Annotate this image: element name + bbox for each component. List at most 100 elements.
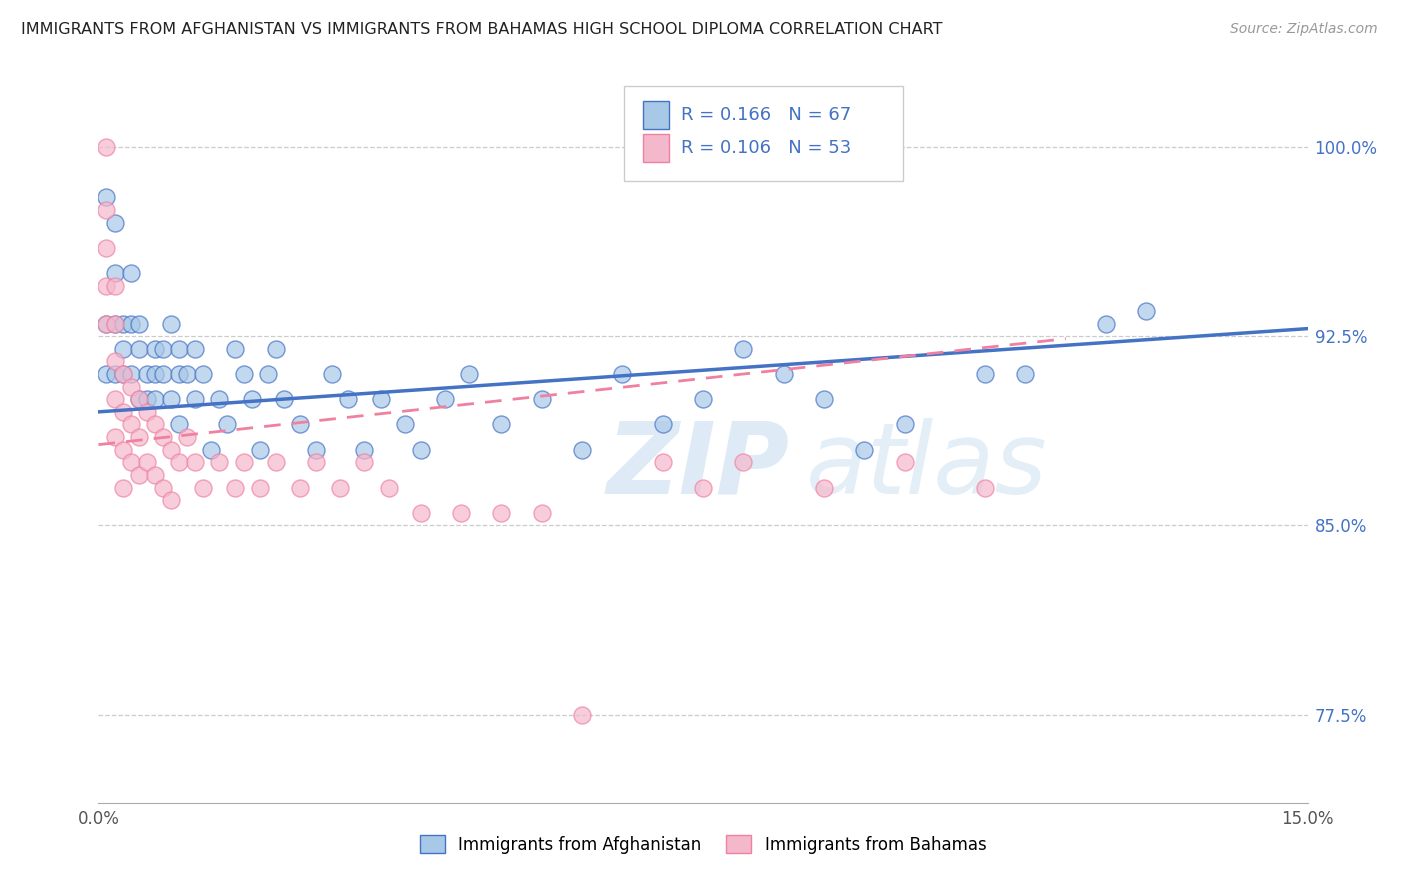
Point bbox=[120, 317, 142, 331]
Point bbox=[111, 367, 134, 381]
Point bbox=[96, 317, 118, 331]
Point bbox=[120, 379, 142, 393]
Point bbox=[184, 455, 207, 469]
Point bbox=[128, 467, 150, 482]
Point bbox=[321, 367, 343, 381]
Point bbox=[167, 417, 190, 432]
Point bbox=[232, 367, 254, 381]
Point bbox=[152, 342, 174, 356]
Point bbox=[692, 392, 714, 407]
Point bbox=[409, 506, 432, 520]
Point bbox=[176, 367, 198, 381]
Point bbox=[394, 417, 416, 432]
Point bbox=[160, 493, 183, 508]
Point bbox=[530, 506, 553, 520]
Point bbox=[184, 392, 207, 407]
Point bbox=[103, 278, 125, 293]
Point bbox=[232, 455, 254, 469]
Point bbox=[111, 317, 134, 331]
Point bbox=[530, 392, 553, 407]
Text: IMMIGRANTS FROM AFGHANISTAN VS IMMIGRANTS FROM BAHAMAS HIGH SCHOOL DIPLOMA CORRE: IMMIGRANTS FROM AFGHANISTAN VS IMMIGRANT… bbox=[21, 22, 942, 37]
Point bbox=[143, 367, 166, 381]
Point bbox=[152, 430, 174, 444]
Point bbox=[160, 442, 183, 457]
Point bbox=[409, 442, 432, 457]
Point bbox=[224, 342, 246, 356]
Point bbox=[128, 392, 150, 407]
Point bbox=[337, 392, 360, 407]
Point bbox=[571, 442, 593, 457]
Point bbox=[651, 417, 673, 432]
Legend: Immigrants from Afghanistan, Immigrants from Bahamas: Immigrants from Afghanistan, Immigrants … bbox=[413, 829, 993, 860]
Point bbox=[1135, 304, 1157, 318]
Point bbox=[96, 317, 118, 331]
Point bbox=[152, 481, 174, 495]
Point bbox=[135, 455, 157, 469]
Point bbox=[96, 241, 118, 255]
Point bbox=[974, 481, 997, 495]
Point bbox=[167, 455, 190, 469]
Point bbox=[305, 455, 328, 469]
Point bbox=[143, 392, 166, 407]
Point bbox=[103, 266, 125, 280]
Text: R = 0.166   N = 67: R = 0.166 N = 67 bbox=[682, 106, 852, 124]
Point bbox=[612, 367, 634, 381]
Point bbox=[96, 190, 118, 204]
Point bbox=[813, 481, 835, 495]
Point bbox=[240, 392, 263, 407]
Point bbox=[491, 506, 513, 520]
Point bbox=[103, 354, 125, 368]
Point bbox=[208, 455, 231, 469]
Point bbox=[193, 367, 215, 381]
Point bbox=[893, 417, 915, 432]
Point bbox=[120, 367, 142, 381]
Point bbox=[288, 417, 311, 432]
Point bbox=[120, 266, 142, 280]
Point bbox=[111, 442, 134, 457]
Text: R = 0.106   N = 53: R = 0.106 N = 53 bbox=[682, 139, 852, 157]
Point bbox=[772, 367, 794, 381]
FancyBboxPatch shape bbox=[643, 135, 669, 162]
Point bbox=[353, 442, 375, 457]
Point bbox=[103, 392, 125, 407]
Point bbox=[103, 430, 125, 444]
Text: ZIP: ZIP bbox=[606, 417, 789, 515]
Point bbox=[103, 216, 125, 230]
Point bbox=[450, 506, 472, 520]
Point bbox=[167, 342, 190, 356]
Point bbox=[1014, 367, 1036, 381]
Point bbox=[692, 481, 714, 495]
Point bbox=[160, 317, 183, 331]
Point bbox=[733, 455, 755, 469]
Point bbox=[96, 203, 118, 218]
Point bbox=[103, 317, 125, 331]
Point bbox=[103, 367, 125, 381]
FancyBboxPatch shape bbox=[643, 102, 669, 129]
Point bbox=[273, 392, 295, 407]
Point bbox=[184, 342, 207, 356]
Point bbox=[143, 342, 166, 356]
Point bbox=[571, 707, 593, 722]
Point bbox=[111, 367, 134, 381]
Point bbox=[103, 317, 125, 331]
Point bbox=[143, 467, 166, 482]
Point bbox=[733, 342, 755, 356]
Point bbox=[167, 367, 190, 381]
Point bbox=[96, 140, 118, 154]
Point bbox=[224, 481, 246, 495]
Point bbox=[651, 455, 673, 469]
Point bbox=[353, 455, 375, 469]
Point bbox=[305, 442, 328, 457]
Point bbox=[249, 442, 271, 457]
Point bbox=[264, 455, 287, 469]
Point bbox=[135, 367, 157, 381]
Point bbox=[96, 278, 118, 293]
Point bbox=[135, 392, 157, 407]
Point bbox=[813, 392, 835, 407]
Point bbox=[111, 342, 134, 356]
Point bbox=[377, 481, 399, 495]
Point bbox=[264, 342, 287, 356]
Point bbox=[893, 455, 915, 469]
FancyBboxPatch shape bbox=[624, 86, 903, 181]
Point bbox=[249, 481, 271, 495]
